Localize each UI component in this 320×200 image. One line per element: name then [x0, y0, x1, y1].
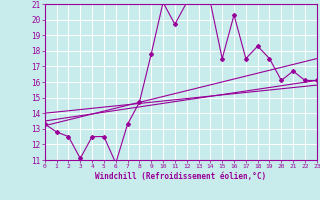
- X-axis label: Windchill (Refroidissement éolien,°C): Windchill (Refroidissement éolien,°C): [95, 172, 266, 181]
